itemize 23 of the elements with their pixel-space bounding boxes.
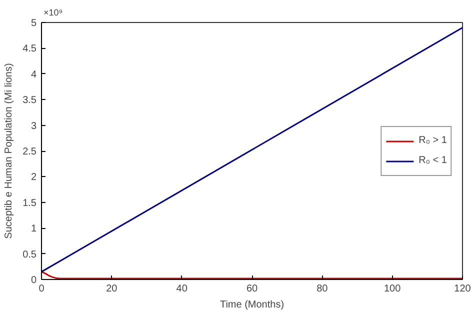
x-tick-label: 80 <box>316 284 328 294</box>
y-tick-label: 4 <box>30 69 37 80</box>
x-tick-label: 100 <box>384 284 402 294</box>
y-tick-label: 3 <box>30 120 37 132</box>
x-axis-title: Time (Months) <box>220 300 284 310</box>
x-tick-label: 0 <box>38 284 45 294</box>
y-tick-label: 0.5 <box>22 249 37 260</box>
y-tick-label: 4.5 <box>22 44 37 55</box>
x-tick-label: 40 <box>176 284 188 294</box>
y-axis-title: Suceptib e Human Population (Mi lions) <box>4 63 15 239</box>
legend-label: R₀ > 1 <box>418 135 447 146</box>
text: ×10⁹ <box>44 8 63 18</box>
x-tick-label: 60 <box>246 284 258 294</box>
y-tick-label: 3.5 <box>22 95 37 106</box>
y-tick-label: 5 <box>30 18 37 29</box>
y-tick-label: 2 <box>30 172 37 184</box>
y-tick-label: 1 <box>30 224 37 235</box>
y-tick-label: 2.5 <box>22 146 37 158</box>
legend-label: R₀ < 1 <box>418 155 447 166</box>
x-tick-label: 120 <box>454 284 472 294</box>
x-tick-label: 20 <box>106 284 118 294</box>
y-tick-label: 1.5 <box>22 198 37 209</box>
y-tick-label: 0 <box>30 275 37 286</box>
